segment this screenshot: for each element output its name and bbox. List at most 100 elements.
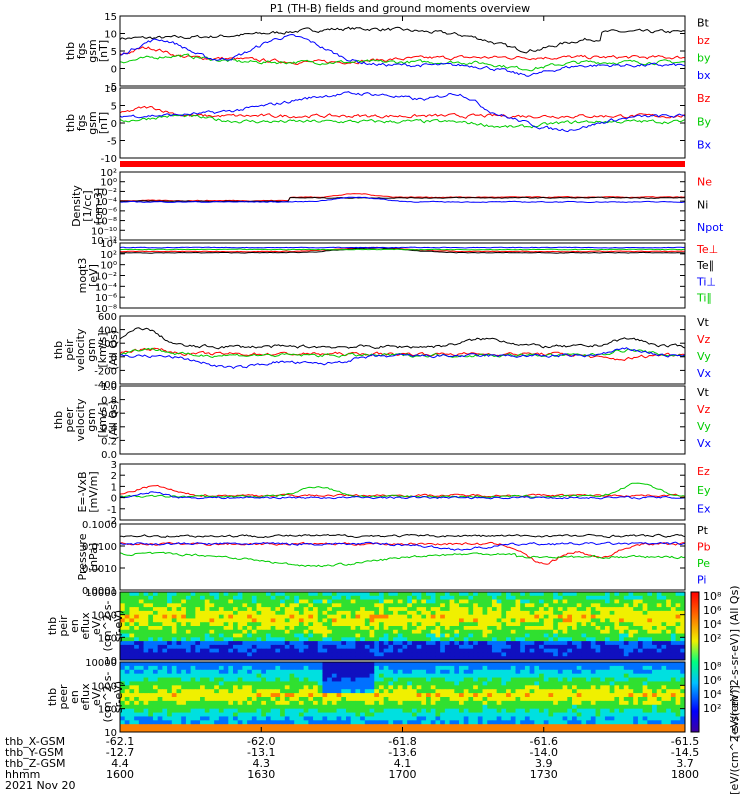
- y-tick-label: 0.0010: [82, 564, 117, 575]
- y-tick-label: 10⁻⁸: [95, 304, 117, 315]
- x-tick-label: -14.0: [530, 746, 558, 759]
- legend-entry: Ex: [697, 503, 711, 516]
- y-axis-label: eV/: [90, 688, 103, 706]
- y-tick-label: 10⁴: [100, 239, 117, 250]
- x-axis-row-name: thb_X-GSM: [5, 735, 65, 748]
- panel-frame: [119, 385, 686, 455]
- x-tick-label: 1630: [247, 768, 275, 781]
- y-tick-label: 0.8: [101, 396, 117, 407]
- y-axis-label: [mV/m]: [87, 471, 100, 512]
- x-tick-label: 1730: [530, 768, 558, 781]
- colorbar-tick: 10⁶: [703, 674, 722, 687]
- panel-frame: [119, 171, 686, 241]
- x-tick-label: -62.0: [247, 735, 275, 748]
- y-tick-label: -1: [107, 505, 117, 516]
- y-tick-label: 0.2: [101, 436, 117, 447]
- legend-entry: Bt: [697, 17, 710, 30]
- series-line-Vz: [119, 347, 686, 361]
- y-tick-label: 10000: [85, 658, 117, 669]
- y-axis-label: peir: [63, 339, 76, 361]
- y-axis-label: fgs: [75, 42, 88, 59]
- y-tick-label: 10: [104, 30, 117, 41]
- colorbar-tick: 10²: [703, 702, 721, 715]
- y-axis-label: en: [68, 619, 81, 633]
- legend-entry: Te∥: [696, 259, 714, 272]
- y-tick-label: 10⁻¹²: [91, 236, 117, 247]
- y-tick-label: 10⁻⁶: [95, 207, 117, 218]
- y-tick-label: 0: [111, 119, 117, 130]
- series-line-Ex: [119, 491, 686, 500]
- y-tick-label: 1: [111, 482, 117, 493]
- y-axis-label: eflux: [79, 612, 92, 640]
- legend-entry: bz: [697, 34, 710, 47]
- y-tick-label: 10⁻⁴: [95, 282, 117, 293]
- legend-entry: Vt: [697, 316, 710, 329]
- legend-entry: Ti∥: [696, 292, 712, 305]
- x-tick-label: 4.1: [394, 757, 412, 770]
- y-tick-label: 1000: [92, 681, 117, 692]
- y-axis-label: thb: [52, 411, 65, 429]
- y-axis-label: thb: [46, 688, 59, 706]
- y-axis-label: E=-VxB: [76, 471, 89, 512]
- y-tick-label: -5: [107, 137, 117, 148]
- y-axis-label: [cm-3]: [92, 188, 105, 224]
- legend-entry: Npot: [697, 221, 724, 234]
- y-tick-label: -10: [101, 154, 117, 165]
- y-tick-label: 10⁻¹⁰: [91, 226, 117, 237]
- y-axis-label: gsm: [85, 338, 98, 361]
- y-tick-label: 10⁻⁸: [95, 217, 117, 228]
- y-tick-label: 0.1000: [82, 520, 117, 531]
- legend-entry: Bz: [697, 92, 711, 105]
- series-line-Vt: [119, 327, 686, 350]
- y-tick-label: 10: [104, 84, 117, 95]
- date-label: 2021 Nov 20: [5, 779, 75, 792]
- legend-entry: Ni: [697, 198, 708, 211]
- x-tick-label: -12.7: [106, 746, 134, 759]
- legend-entry: Vz: [697, 333, 711, 346]
- colorbar-tick: 10⁴: [703, 688, 722, 701]
- series-line-By: [119, 114, 686, 129]
- chart-title: P1 (TH-B) fields and ground moments over…: [270, 2, 530, 15]
- colorbar-label-lower: [eV/(cm^2-s-sr-eV)]: [728, 685, 741, 795]
- y-tick-label: 0.0100: [82, 542, 117, 553]
- y-tick-label: 10: [104, 728, 117, 739]
- x-tick-label: -61.8: [388, 735, 416, 748]
- y-axis-label: eV/: [90, 617, 103, 635]
- panel-peer_spec: 10000 1000 100 10 thbpeerenefluxeV/(cm^2-s-s…: [46, 658, 686, 739]
- colorbar-label: [eV/(cm^2-s-sr-eV)] (All Qs): [728, 585, 741, 738]
- y-tick-label: 5: [111, 47, 117, 58]
- panel-density: 10²10⁰10⁻²10⁻⁴10⁻⁶10⁻⁸10⁻¹⁰10⁻¹²Density[…: [70, 168, 724, 247]
- x-tick-label: -62.1: [106, 735, 134, 748]
- y-tick-label: 15: [104, 12, 117, 23]
- y-axis-label: (All Qs): [107, 400, 120, 440]
- panel-frame: [119, 463, 686, 521]
- y-tick-label: 3: [111, 460, 117, 471]
- x-tick-label: 3.7: [676, 757, 694, 770]
- series-line-Ti⊥: [119, 246, 686, 249]
- legend-entry: Vz: [697, 403, 711, 416]
- x-tick-label: -13.1: [247, 746, 275, 759]
- y-axis-label: [eV]: [87, 264, 100, 287]
- y-tick-label: 10²: [100, 250, 117, 261]
- panel-frame: [119, 591, 686, 661]
- y-axis-label: fgs: [75, 114, 88, 131]
- legend-entry: Pe: [697, 557, 710, 570]
- y-tick-label: 200: [98, 339, 117, 350]
- y-tick-label: 0: [111, 494, 117, 505]
- y-tick-label: 400: [98, 326, 117, 337]
- series-line-Pe: [119, 551, 686, 568]
- colorbar-tick: 10⁶: [703, 604, 722, 617]
- panel-peir_vel: 600 400 200 0 -200 -400 thbpeirvelocitygsm[km/…: [52, 312, 712, 391]
- y-tick-label: 100: [98, 633, 117, 644]
- panel-frame: [119, 15, 686, 87]
- y-axis-label: velocity: [74, 328, 87, 371]
- series-line-Ti∥: [119, 248, 686, 251]
- y-tick-label: 10: [104, 656, 117, 667]
- y-tick-label: 10000: [85, 588, 117, 599]
- panel-frame: [119, 523, 686, 591]
- y-tick-label: -2: [107, 516, 117, 527]
- y-axis-label: Density: [70, 185, 83, 227]
- y-tick-label: 600: [98, 312, 117, 323]
